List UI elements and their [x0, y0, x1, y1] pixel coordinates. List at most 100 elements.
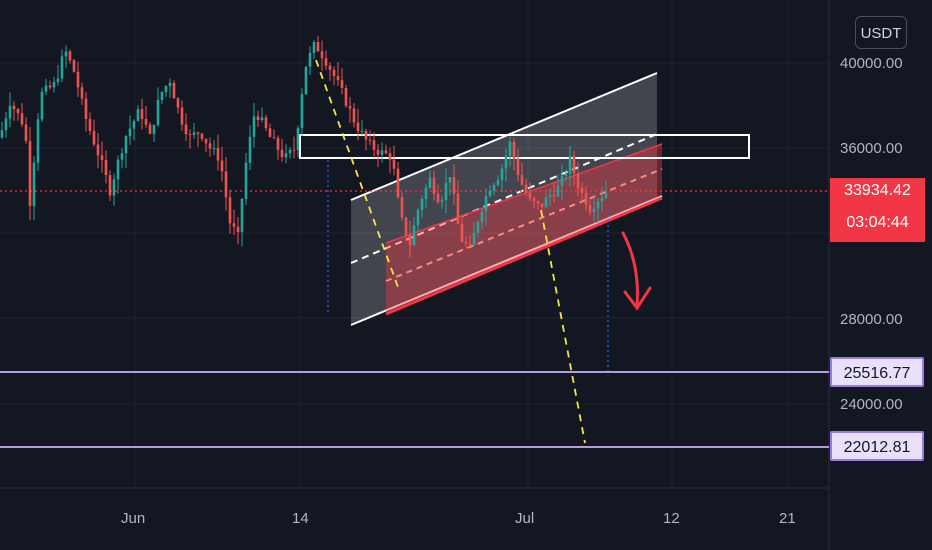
candle-body [488, 190, 492, 197]
time-tick: 21 [779, 510, 796, 527]
candle-body [600, 197, 604, 202]
candle-body [420, 198, 424, 211]
candle-body [592, 208, 596, 212]
candle-body [444, 182, 448, 200]
candle-body [256, 116, 260, 121]
candle-body [16, 108, 20, 114]
candle-body [104, 160, 108, 176]
candle-body [76, 71, 80, 88]
candle-body [236, 226, 240, 233]
candles [0, 36, 608, 258]
candle-body [96, 144, 100, 156]
candle-body [336, 76, 340, 81]
candle-body [88, 119, 92, 131]
candle-body [100, 155, 104, 161]
candle-body [424, 187, 428, 199]
candle-body [72, 60, 76, 72]
candle-body [464, 241, 468, 244]
candle-body [524, 184, 528, 193]
price-tick: 24000.00 [840, 396, 903, 413]
candle-body [320, 51, 324, 59]
candle-body [316, 41, 320, 52]
candle-body [520, 175, 524, 185]
candle-body [368, 139, 372, 141]
candle-body [212, 147, 216, 149]
candle-body [572, 156, 576, 174]
candle-body [328, 65, 332, 70]
candle-body [156, 99, 160, 125]
candle-body [540, 203, 544, 208]
candle-body [452, 177, 456, 194]
candle-body [12, 105, 16, 109]
candle-body [48, 85, 52, 88]
candle-body [292, 149, 296, 151]
candle-body [372, 140, 376, 150]
candle-body [440, 199, 444, 203]
level-tag-2[interactable]: 22012.81 [830, 431, 924, 461]
price-tick: 36000.00 [840, 140, 903, 157]
candle-body [80, 87, 84, 99]
candle-body [84, 98, 88, 120]
price-tick: 40000.00 [840, 55, 903, 72]
candle-body [20, 113, 24, 125]
candle-body [456, 193, 460, 224]
candle-body [200, 133, 204, 139]
candle-body [120, 153, 124, 160]
candle-body [560, 176, 564, 186]
candle-body [348, 105, 352, 109]
countdown-tag: 03:04:44 [830, 204, 925, 242]
candle-body [36, 119, 40, 163]
candle-body [56, 78, 60, 83]
candle-body [60, 56, 64, 79]
candle-body [216, 147, 220, 161]
candle-body [224, 171, 228, 198]
candle-body [136, 109, 140, 122]
candle-body [168, 82, 172, 87]
candle-body [480, 211, 484, 223]
candle-body [332, 69, 336, 77]
price-tick: 28000.00 [840, 311, 903, 328]
candle-body [124, 136, 128, 154]
candle-body [232, 223, 236, 227]
red-channel-mid [385, 168, 663, 282]
candle-body [512, 141, 516, 159]
candle-body [132, 121, 136, 129]
candle-body [516, 158, 520, 176]
currency-button[interactable]: USDT [855, 16, 907, 49]
time-tick: Jul [515, 510, 535, 527]
candle-body [204, 138, 208, 144]
candle-body [228, 197, 232, 224]
candle-body [576, 173, 580, 189]
candle-body [264, 117, 268, 129]
candle-body [568, 156, 572, 174]
candle-body [492, 184, 496, 191]
level-tag-1[interactable]: 25516.77 [830, 357, 924, 387]
candle-body [32, 162, 36, 206]
candle-body [140, 109, 144, 119]
candle-body [44, 85, 48, 92]
time-tick: 12 [663, 510, 680, 527]
red-channel-upper [385, 143, 663, 244]
candle-body [272, 137, 276, 139]
candle-body [388, 153, 392, 160]
candle-body [92, 130, 96, 145]
candle-body [180, 107, 184, 125]
white-channel-lower [350, 195, 663, 326]
candle-body [500, 168, 504, 181]
candle-body [376, 149, 380, 155]
candle-body [448, 177, 452, 183]
candle-body [176, 98, 180, 108]
candle-body [380, 150, 384, 155]
candle-body [164, 86, 168, 92]
white-channel-upper [350, 72, 658, 201]
last-price-tag: 33934.42 [830, 178, 925, 204]
candle-body [276, 138, 280, 150]
candle-body [496, 180, 500, 185]
red-channel [386, 144, 662, 314]
candle-body [108, 175, 112, 196]
projection-line-2 [540, 209, 586, 444]
candle-body [400, 197, 404, 218]
candle-body [160, 91, 164, 100]
candle-body [548, 194, 552, 198]
